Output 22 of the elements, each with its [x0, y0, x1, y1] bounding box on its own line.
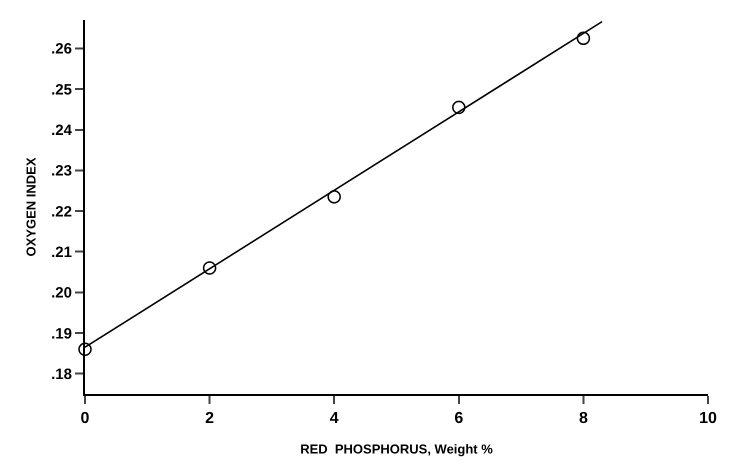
y-tick-label: .26 [51, 40, 72, 58]
y-tick-label: .18 [51, 366, 72, 383]
x-tick-label: 0 [80, 410, 90, 428]
y-tick-label: .21 [51, 244, 72, 261]
y-tick-label: .24 [51, 122, 73, 140]
y-tick-label: .19 [51, 325, 72, 342]
y-tick-label: .20 [51, 284, 72, 302]
point [78, 342, 92, 356]
point [576, 32, 590, 46]
x-tick-label: 2 [205, 410, 214, 428]
x-tick-label: 6 [454, 410, 464, 428]
point [327, 190, 341, 204]
point [452, 100, 466, 114]
y-axis-title: OXYGEN INDEX [24, 157, 39, 256]
y-tick-label: .25 [51, 81, 72, 98]
y-tick-label: .23 [51, 162, 72, 180]
y-tick-label: .22 [51, 203, 72, 220]
point [202, 261, 216, 275]
x-axis-title: RED PHOSPHORUS, Weight % [300, 441, 494, 456]
x-tick-label: 10 [699, 410, 717, 428]
x-tick-label: 8 [578, 410, 588, 428]
x-tick-label: 4 [330, 410, 339, 428]
